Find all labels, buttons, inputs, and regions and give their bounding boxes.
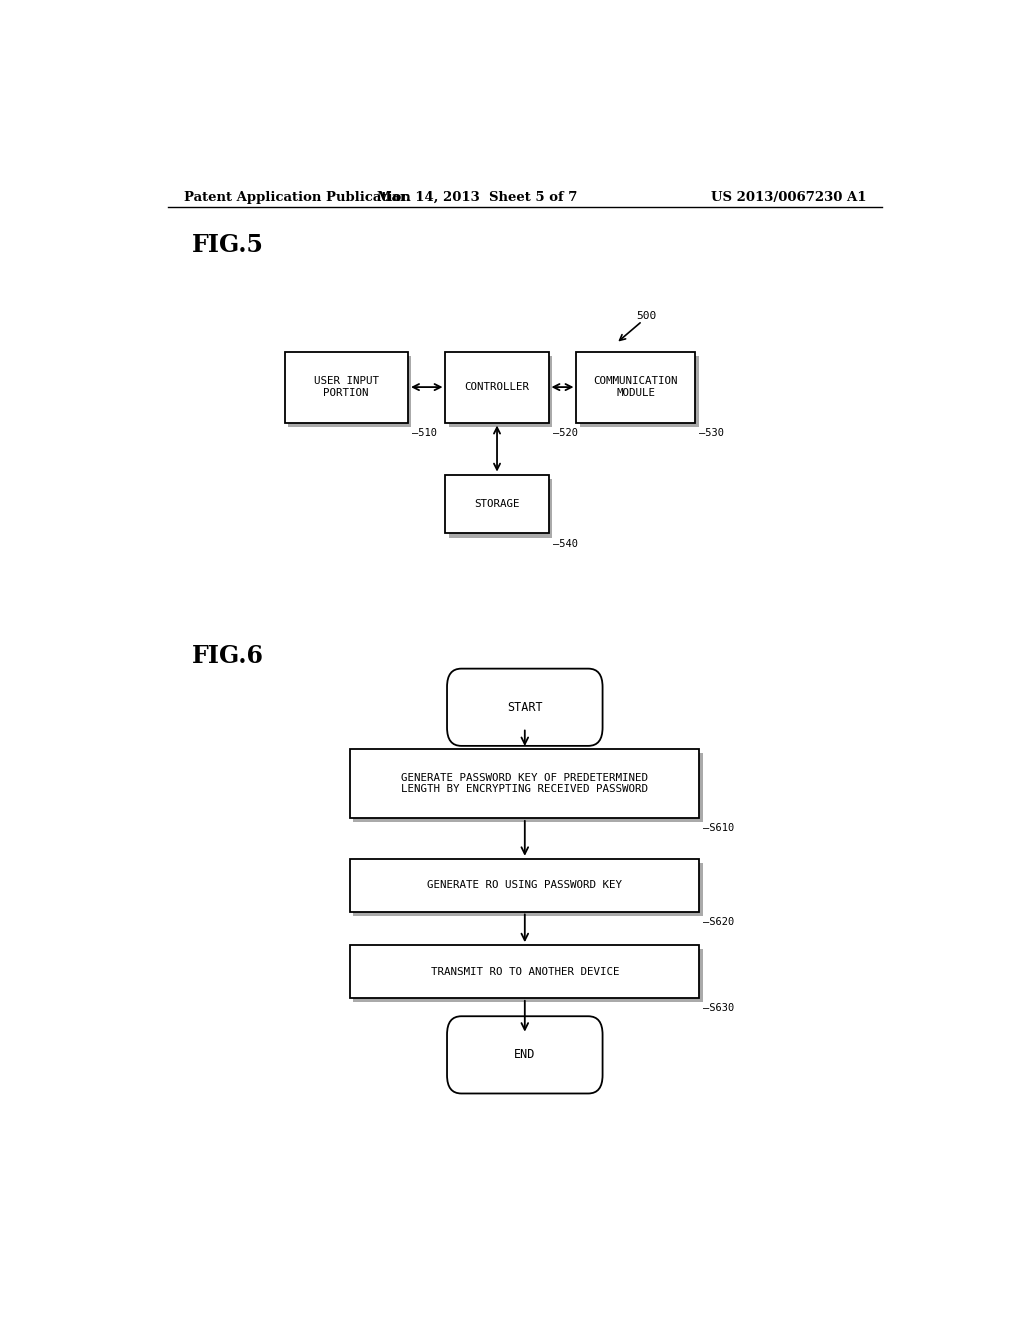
Bar [353,752,702,822]
Text: —S630: —S630 [703,1003,734,1012]
Bar [577,351,695,422]
Text: CONTROLLER: CONTROLLER [465,381,529,392]
Text: GENERATE PASSWORD KEY OF PREDETERMINED
LENGTH BY ENCRYPTING RECEIVED PASSWORD: GENERATE PASSWORD KEY OF PREDETERMINED L… [401,772,648,795]
Bar [353,949,702,1002]
Text: —520: —520 [553,428,578,438]
Text: —S610: —S610 [703,824,734,833]
Text: —S620: —S620 [703,916,734,927]
Text: FIG.5: FIG.5 [191,232,263,257]
Text: START: START [507,701,543,714]
Bar [350,859,699,912]
Text: Patent Application Publication: Patent Application Publication [183,190,411,203]
Text: US 2013/0067230 A1: US 2013/0067230 A1 [711,190,866,203]
Text: END: END [514,1048,536,1061]
Bar [449,355,552,426]
FancyBboxPatch shape [447,1016,602,1093]
Text: FIG.6: FIG.6 [191,644,263,668]
FancyBboxPatch shape [447,669,602,746]
Text: GENERATE RO USING PASSWORD KEY: GENERATE RO USING PASSWORD KEY [427,880,623,890]
Bar [350,748,699,818]
Bar [445,474,549,533]
Text: USER INPUT
PORTION: USER INPUT PORTION [313,376,379,397]
Bar [449,479,552,537]
Bar [580,355,698,426]
Text: —530: —530 [699,428,724,438]
Text: COMMUNICATION
MODULE: COMMUNICATION MODULE [594,376,678,397]
Text: —540: —540 [553,539,578,549]
Bar [353,863,702,916]
Text: STORAGE: STORAGE [474,499,520,510]
Text: Mar. 14, 2013  Sheet 5 of 7: Mar. 14, 2013 Sheet 5 of 7 [377,190,578,203]
Bar [445,351,549,422]
Text: —510: —510 [412,428,436,438]
Text: 500: 500 [636,312,656,321]
Bar [285,351,408,422]
Bar [350,945,699,998]
Bar [288,355,411,426]
Text: TRANSMIT RO TO ANOTHER DEVICE: TRANSMIT RO TO ANOTHER DEVICE [430,966,620,977]
